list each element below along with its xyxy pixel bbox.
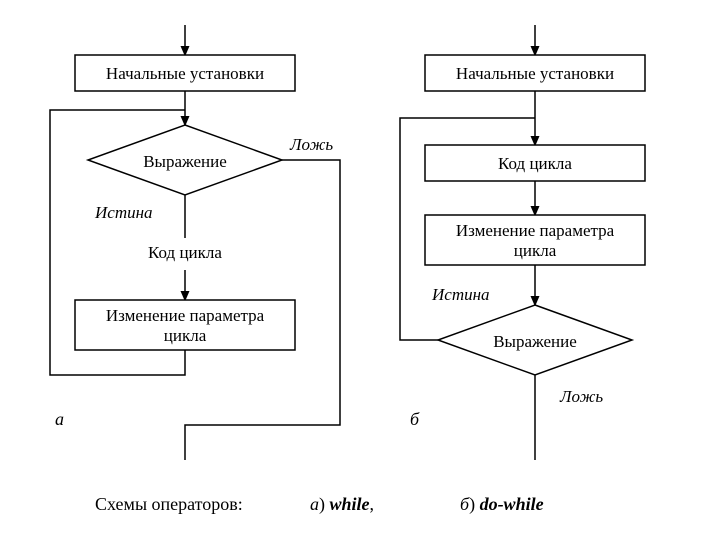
flowchart-do-while: Начальные установки Код цикла Изменение …: [400, 25, 645, 460]
diagram-label-a: а: [55, 409, 64, 429]
svg-text:б) do-while: б) do-while: [460, 494, 544, 515]
caption-b-paren: ): [469, 494, 475, 515]
body-text: Код цикла: [148, 243, 222, 262]
caption-a-paren: ): [319, 494, 325, 515]
body-text-r: Код цикла: [498, 154, 572, 173]
condition-diamond: Выражение: [88, 125, 282, 195]
update-text1-r: Изменение параметра: [456, 221, 615, 240]
update-text1: Изменение параметра: [106, 306, 265, 325]
caption: Схемы операторов: а) while, б) do-while: [95, 494, 544, 515]
caption-a-name: while: [330, 494, 370, 514]
cond-text: Выражение: [143, 152, 227, 171]
true-label-r: Истина: [431, 285, 490, 304]
update-text2-r: цикла: [514, 241, 557, 260]
true-label: Истина: [94, 203, 153, 222]
update-text2: цикла: [164, 326, 207, 345]
diagram-label-b: б: [410, 409, 420, 429]
caption-a-letter: а: [310, 494, 319, 514]
init-text: Начальные установки: [106, 64, 264, 83]
caption-b-name: do-while: [480, 494, 544, 514]
caption-prefix: Схемы операторов:: [95, 494, 243, 514]
svg-text:а) while,: а) while,: [310, 494, 374, 515]
condition-diamond-r: Выражение: [438, 305, 632, 375]
caption-comma: ,: [370, 494, 375, 514]
false-label-r: Ложь: [559, 387, 603, 406]
flowchart-while: Начальные установки Выражение Истина Лож…: [50, 25, 340, 460]
cond-text-r: Выражение: [493, 332, 577, 351]
false-label: Ложь: [289, 135, 333, 154]
init-text-r: Начальные установки: [456, 64, 614, 83]
